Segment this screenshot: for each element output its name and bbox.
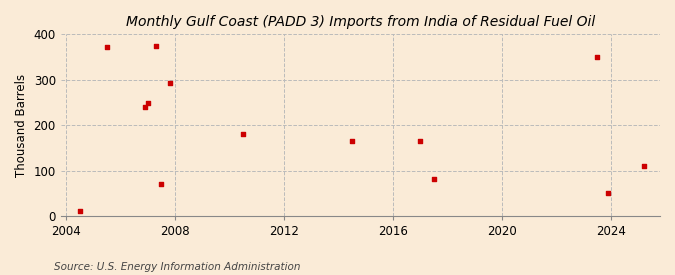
Point [164,81,175,85]
Y-axis label: Thousand Barrels: Thousand Barrels [15,74,28,177]
Point [429,177,439,181]
Point [142,101,153,106]
Point [238,132,248,136]
Text: Source: U.S. Energy Information Administration: Source: U.S. Energy Information Administ… [54,262,300,272]
Point [156,182,167,186]
Point [151,43,161,48]
Point [74,209,85,214]
Point [415,139,426,143]
Point [140,105,151,109]
Point [603,191,614,196]
Title: Monthly Gulf Coast (PADD 3) Imports from India of Residual Fuel Oil: Monthly Gulf Coast (PADD 3) Imports from… [126,15,595,29]
Point [639,164,649,168]
Point [592,55,603,59]
Point [347,139,358,143]
Point [101,44,112,49]
